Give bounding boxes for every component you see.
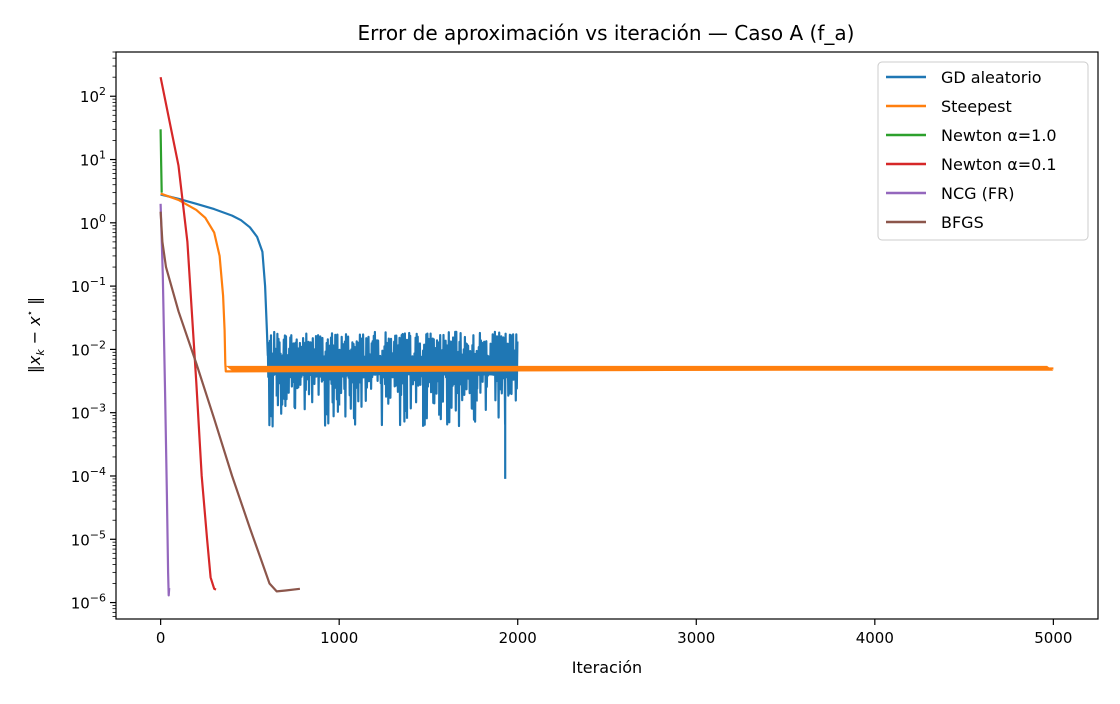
y-tick-label: 10−4 — [71, 465, 106, 486]
y-tick-label: 10−1 — [71, 275, 106, 296]
legend-label: Newton α=0.1 — [941, 155, 1057, 174]
y-tick-label: 10−2 — [71, 338, 106, 359]
series-line-bfgs — [159, 211, 301, 593]
plot-area-frame — [115, 51, 1099, 620]
x-tick-label: 1000 — [320, 629, 358, 647]
legend-label: Steepest — [941, 97, 1012, 116]
y-axis-ticks: 10−6 10−5 10−4 10−3 10−2 10−1 100 101 102 — [71, 51, 116, 618]
legend-box — [877, 61, 1089, 241]
series-line-newton-1-0 — [159, 129, 163, 193]
legend-label: Newton α=1.0 — [941, 126, 1057, 145]
x-tick-label: 4000 — [856, 629, 894, 647]
legend-label: GD aleatorio — [941, 68, 1042, 87]
x-axis-ticks: 0 1000 2000 3000 4000 5000 — [156, 619, 1072, 647]
legend-label: BFGS — [941, 213, 984, 232]
series-line-gd-aleatorio — [160, 193, 519, 479]
series-layer — [159, 76, 1054, 597]
series-line-newton-0-1 — [159, 76, 217, 591]
y-tick-label: 100 — [80, 212, 106, 233]
x-tick-label: 3000 — [677, 629, 715, 647]
y-tick-label: 101 — [80, 149, 106, 170]
legend-label: NCG (FR) — [941, 184, 1014, 203]
y-tick-label: 102 — [80, 85, 106, 106]
series-line-steepest — [160, 192, 1054, 373]
y-tick-label: 10−5 — [71, 528, 106, 549]
x-tick-label: 5000 — [1034, 629, 1072, 647]
y-tick-label: 10−6 — [71, 592, 106, 613]
x-axis-label: Iteración — [572, 658, 642, 677]
series-line-ncg-fr — [159, 203, 171, 597]
x-tick-label: 0 — [156, 629, 166, 647]
y-tick-label: 10−3 — [71, 402, 106, 423]
chart-title: Error de aproximación vs iteración — Cas… — [358, 21, 855, 45]
y-axis-label: ‖xk − x⋆ ‖ — [25, 297, 47, 373]
legend: GD aleatorio Steepest Newton α=1.0 Newton α… — [877, 61, 1089, 241]
x-tick-label: 2000 — [499, 629, 537, 647]
